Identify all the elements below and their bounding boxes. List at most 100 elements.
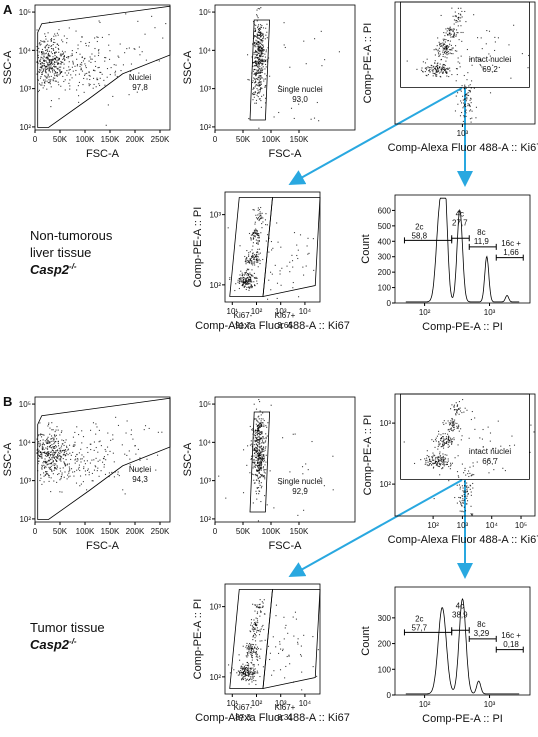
event-dot [457, 92, 459, 94]
x-tick-label: 150K [101, 135, 120, 144]
plot-frame [394, 586, 531, 696]
event-dot [253, 51, 255, 54]
event-dot [38, 441, 40, 443]
event-dot [441, 437, 443, 439]
event-dot [488, 59, 490, 61]
event-dot [100, 71, 102, 73]
event-dot [266, 23, 268, 25]
event-dot [66, 70, 68, 72]
event-dot [302, 266, 304, 268]
event-dot [55, 59, 57, 61]
event-dot [497, 420, 499, 422]
event-dot [435, 75, 437, 77]
event-dot [80, 483, 82, 485]
event-dot [254, 604, 256, 606]
event-dot [450, 464, 452, 466]
event-dot [248, 279, 250, 281]
event-dot [250, 619, 253, 621]
event-dot [458, 16, 460, 18]
event-dot [47, 454, 49, 456]
event-dot [47, 440, 49, 442]
event-dot [428, 463, 431, 465]
event-dot [458, 401, 460, 403]
event-dot [250, 278, 252, 281]
event-dot [43, 64, 45, 67]
event-dot [452, 35, 455, 37]
event-dot [264, 60, 266, 63]
event-dot [270, 404, 272, 406]
event-dot [255, 56, 257, 58]
event-dot [44, 452, 46, 454]
event-dot [271, 273, 273, 275]
event-dot [486, 464, 488, 466]
event-dot [452, 53, 454, 55]
event-dot [41, 452, 43, 454]
event-dot [433, 67, 435, 69]
event-dot [470, 58, 472, 60]
event-dot [446, 463, 448, 465]
event-dot [101, 461, 104, 463]
event-dot [47, 47, 49, 49]
event-dot [279, 270, 281, 272]
event-dot [50, 437, 52, 440]
event-dot [250, 643, 252, 645]
event-dot [447, 436, 449, 438]
event-dot [435, 68, 437, 71]
event-dot [245, 288, 247, 291]
event-dot [259, 66, 261, 68]
event-dot [238, 670, 240, 672]
event-dot [262, 63, 264, 65]
event-dot [454, 496, 456, 499]
event-dot [439, 45, 441, 47]
event-dot [51, 449, 53, 451]
event-dot [466, 497, 468, 499]
y-tick-label: 0 [387, 299, 392, 308]
event-dot [495, 447, 497, 449]
event-dot [437, 52, 440, 54]
event-dot [254, 604, 256, 606]
event-dot [61, 54, 63, 56]
event-dot [89, 56, 91, 58]
event-dot [41, 73, 43, 75]
event-dot [297, 643, 299, 645]
y-tick-label: 10⁴ [199, 438, 212, 447]
event-dot [263, 475, 265, 477]
event-dot [258, 630, 260, 632]
event-dot [46, 43, 48, 45]
event-dot [472, 513, 474, 515]
event-dot [444, 38, 446, 40]
event-dot [40, 452, 42, 454]
event-dot [438, 67, 440, 69]
event-dot [472, 482, 474, 485]
event-dot [270, 240, 273, 243]
event-dot [437, 456, 439, 458]
y-axis-label: Comp-PE-A :: PI [192, 599, 204, 680]
event-dot [258, 490, 260, 492]
event-dot [291, 260, 294, 262]
event-dot [250, 457, 253, 460]
event-dot [39, 451, 41, 453]
event-dot [416, 68, 418, 70]
event-dot [463, 472, 465, 474]
event-dot [42, 63, 44, 65]
event-dot [461, 111, 463, 114]
y-tick-label: 10⁴ [19, 46, 32, 55]
event-dot [262, 418, 264, 420]
event-dot [261, 87, 263, 89]
event-dot [242, 663, 244, 665]
event-dot [255, 450, 257, 452]
event-dot [45, 57, 47, 59]
event-dot [254, 44, 256, 46]
event-dot [130, 63, 133, 65]
event-dot [252, 80, 254, 82]
event-dot [256, 253, 258, 255]
event-dot [451, 442, 453, 444]
event-dot [465, 98, 467, 100]
event-dot [265, 51, 267, 53]
event-dot [448, 29, 450, 31]
event-dot [262, 466, 265, 468]
event-dot [261, 422, 263, 424]
event-dot [439, 55, 441, 57]
event-dot [256, 259, 258, 262]
event-dot [450, 53, 452, 55]
